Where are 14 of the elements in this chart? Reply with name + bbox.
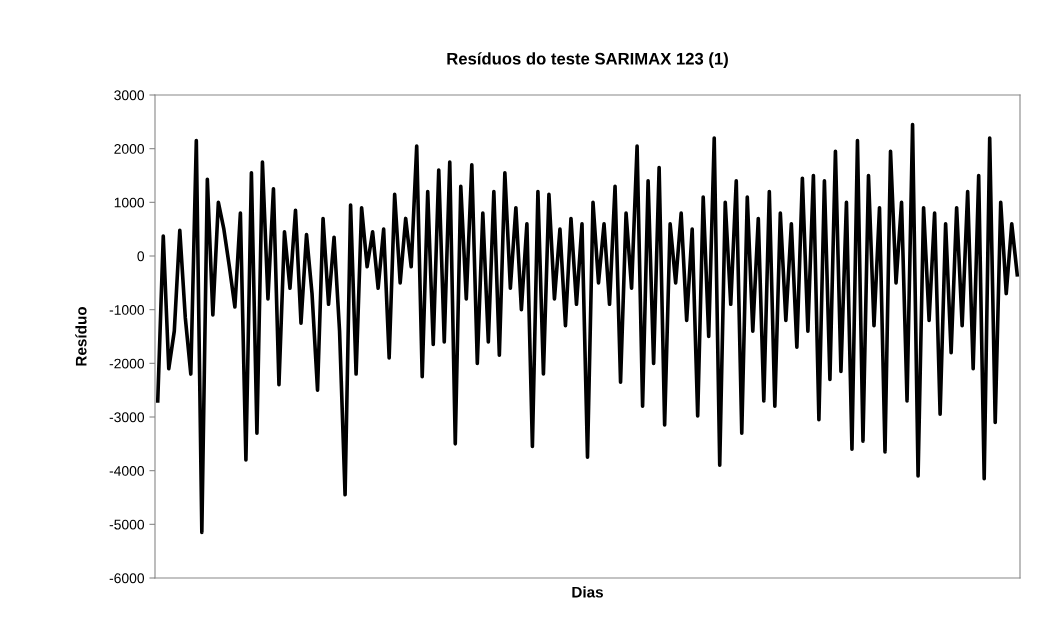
y-tick-label: -4000: [109, 466, 145, 476]
line-series: [155, 122, 1020, 535]
y-tick-label: 1000: [114, 197, 145, 208]
y-tick-label: -3000: [109, 412, 145, 423]
chart-title: Resíduos do teste SARIMAX 123 (1): [447, 52, 728, 68]
y-tick-label: -2000: [109, 358, 145, 369]
y-tick-label: -6000: [109, 573, 145, 584]
y-tick-label: 2000: [114, 144, 145, 154]
x-axis-title: Dias: [572, 586, 604, 598]
y-axis-title: Resíduo: [75, 306, 87, 366]
y-tick-label: -5000: [109, 519, 145, 530]
y-tick-label: 3000: [114, 90, 145, 101]
y-tick-label: -1000: [109, 305, 145, 315]
y-tick-label: 0: [137, 251, 145, 262]
